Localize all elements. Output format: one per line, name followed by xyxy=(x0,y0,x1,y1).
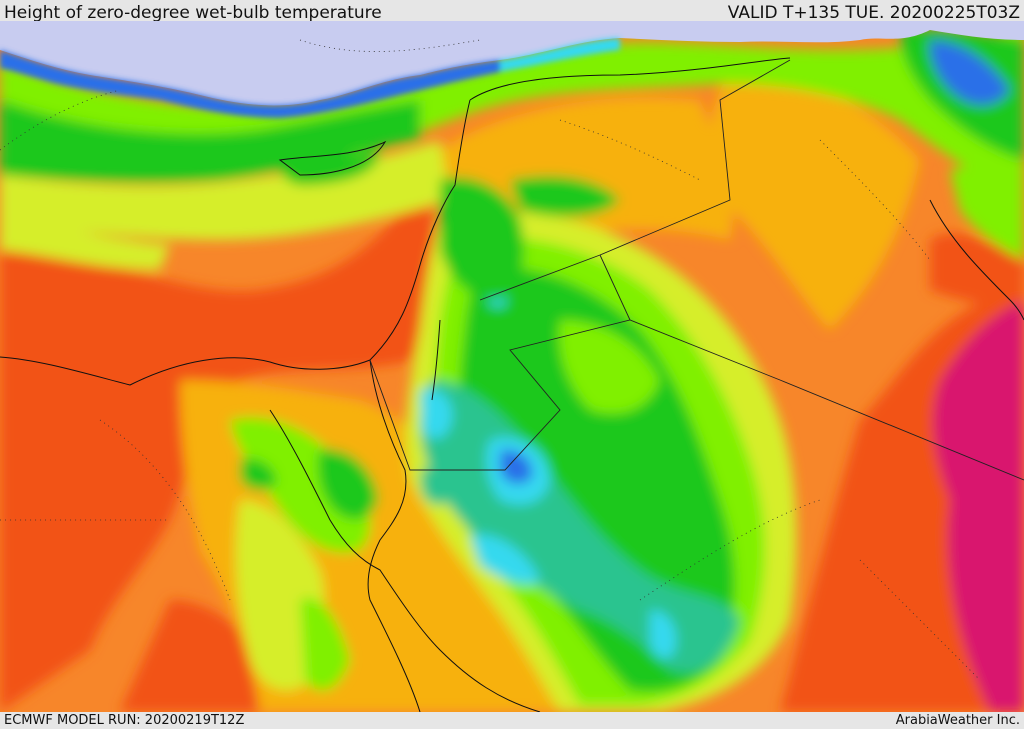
coastal-blue-band xyxy=(0,38,620,118)
political-borders xyxy=(369,59,1024,481)
coastlines xyxy=(0,57,1024,712)
model-run-label: ECMWF MODEL RUN: 20200219T12Z xyxy=(4,713,245,728)
map-canvas xyxy=(0,21,1024,712)
sea-area xyxy=(0,21,1024,106)
map-title: Height of zero-degree wet-bulb temperatu… xyxy=(4,3,382,23)
title-bar: Height of zero-degree wet-bulb temperatu… xyxy=(0,0,1024,23)
valid-time-label: VALID T+135 TUE. 20200225T03Z xyxy=(727,3,1020,23)
credit-label: ArabiaWeather Inc. xyxy=(895,713,1020,728)
forecast-map[interactable] xyxy=(0,21,1024,712)
admin-boundaries xyxy=(0,39,981,681)
footer-bar: ECMWF MODEL RUN: 20200219T12Z ArabiaWeat… xyxy=(0,712,1024,729)
